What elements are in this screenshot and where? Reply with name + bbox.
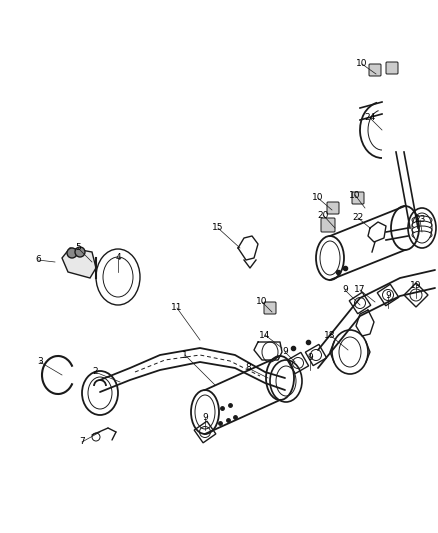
- Text: 11: 11: [171, 303, 183, 312]
- FancyBboxPatch shape: [369, 64, 381, 76]
- Text: 5: 5: [75, 244, 81, 253]
- Text: 8: 8: [245, 364, 251, 373]
- Text: 19: 19: [410, 280, 422, 289]
- Text: 14: 14: [259, 330, 271, 340]
- Text: 1: 1: [182, 351, 188, 359]
- FancyBboxPatch shape: [386, 62, 398, 74]
- Text: 10: 10: [312, 193, 324, 203]
- Text: 9: 9: [307, 353, 313, 362]
- Ellipse shape: [75, 247, 85, 257]
- Text: 20: 20: [317, 211, 328, 220]
- Text: 3: 3: [37, 358, 43, 367]
- Text: 22: 22: [353, 214, 364, 222]
- Text: 17: 17: [354, 286, 366, 295]
- Text: 10: 10: [256, 297, 268, 306]
- Text: 9: 9: [202, 414, 208, 423]
- FancyBboxPatch shape: [352, 192, 364, 204]
- FancyBboxPatch shape: [264, 302, 276, 314]
- Ellipse shape: [67, 248, 77, 258]
- Text: 4: 4: [115, 254, 121, 262]
- Text: 9: 9: [342, 286, 348, 295]
- Text: 10: 10: [356, 60, 368, 69]
- Text: 6: 6: [35, 255, 41, 264]
- FancyBboxPatch shape: [321, 218, 335, 232]
- Text: 2: 2: [92, 367, 98, 376]
- Text: 18: 18: [324, 330, 336, 340]
- Text: 24: 24: [364, 114, 376, 123]
- Text: 23: 23: [414, 215, 426, 224]
- FancyBboxPatch shape: [327, 202, 339, 214]
- Text: 9: 9: [385, 290, 391, 300]
- Text: 9: 9: [282, 348, 288, 357]
- Polygon shape: [62, 248, 96, 278]
- Text: 7: 7: [79, 438, 85, 447]
- Text: 10: 10: [349, 190, 361, 199]
- Text: 15: 15: [212, 223, 224, 232]
